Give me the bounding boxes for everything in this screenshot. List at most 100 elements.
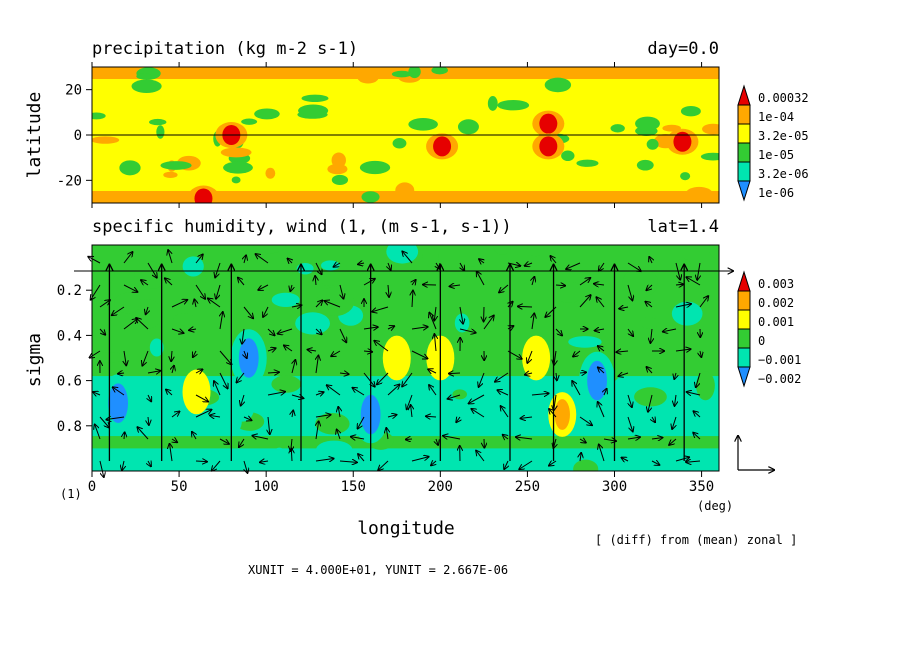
humidity-ytick-label: 0.4 xyxy=(57,328,82,344)
precip-patch xyxy=(610,124,625,133)
wind-arrow xyxy=(268,416,270,434)
humidity-patch xyxy=(696,371,715,401)
wind-arrow xyxy=(99,416,109,428)
wind-arrow xyxy=(599,262,605,271)
colorbar-label: 0.00032 xyxy=(758,91,809,105)
wind-arrow xyxy=(315,300,322,308)
wind-arrow xyxy=(580,453,581,462)
humidity-patch xyxy=(438,411,476,427)
wind-arrow xyxy=(616,351,629,352)
humidity-xtick-label: 0 xyxy=(88,479,96,495)
wind-arrow xyxy=(208,298,221,308)
wind-arrow xyxy=(220,312,223,330)
wind-arrow xyxy=(579,295,591,308)
wind-arrow xyxy=(171,328,183,333)
wind-arrow xyxy=(124,432,125,440)
precip-patch xyxy=(408,67,421,79)
wind-arrow xyxy=(219,372,228,388)
wind-arrow xyxy=(696,372,701,387)
wind-arrow xyxy=(627,437,640,439)
wind-arrow xyxy=(351,437,365,439)
wind-arrow xyxy=(315,262,322,274)
humidity-patch xyxy=(321,260,340,271)
wind-arrow xyxy=(278,328,293,334)
humidity-feature xyxy=(108,383,129,424)
precip-patch xyxy=(391,70,412,78)
wind-arrow xyxy=(516,437,533,439)
precip-feature xyxy=(433,136,452,157)
wind-arrow xyxy=(411,457,429,462)
wind-arrow xyxy=(142,350,149,366)
colorbar-label: −0.002 xyxy=(758,372,801,386)
precip-patch xyxy=(301,94,329,103)
precip-field xyxy=(92,67,719,203)
wind-arrow xyxy=(242,328,244,344)
wind-arrow xyxy=(387,385,399,396)
humidity-xtick-label: 250 xyxy=(515,479,540,495)
precip-patch xyxy=(497,99,530,111)
wind-arrow xyxy=(628,394,632,407)
wind-arrow xyxy=(148,416,149,425)
wind-arrow xyxy=(252,436,269,439)
precip-patch xyxy=(241,118,258,125)
wind-arrow xyxy=(598,346,605,351)
wind-arrow xyxy=(675,304,691,307)
wind-arrow xyxy=(554,350,556,365)
wind-arrow xyxy=(531,393,549,395)
wind-arrow xyxy=(334,263,341,267)
wind-arrow xyxy=(412,291,413,308)
wind-arrow xyxy=(316,421,319,440)
wind-arrow xyxy=(627,416,633,431)
wind-arrow xyxy=(699,296,708,308)
humidity-ytick-label: 0.2 xyxy=(57,283,82,299)
humidity-patch xyxy=(316,440,353,459)
precip-title: precipitation (kg m-2 s-1) xyxy=(92,39,358,59)
humidity-feature xyxy=(389,342,405,374)
wind-arrow xyxy=(315,276,316,286)
humidity-patch xyxy=(527,245,544,257)
precip-patch xyxy=(92,112,106,120)
precip-patch xyxy=(636,159,654,171)
wind-arrow xyxy=(532,313,534,330)
wind-arrow xyxy=(402,251,413,264)
wind-arrow xyxy=(686,277,701,286)
wind-arrow xyxy=(469,394,485,403)
precip-patch xyxy=(254,108,280,120)
wind-arrow xyxy=(504,460,508,469)
wind-arrow xyxy=(195,284,205,299)
wind-arrow xyxy=(195,394,208,402)
wind-arrow xyxy=(338,407,340,418)
wind-arrow xyxy=(402,372,413,386)
wind-arrow xyxy=(579,416,592,425)
wind-arrow xyxy=(194,299,196,308)
wind-arrow xyxy=(244,350,247,358)
wind-arrow xyxy=(429,385,437,396)
wind-vectors xyxy=(74,250,733,477)
wind-arrow xyxy=(99,460,104,477)
wind-arrow xyxy=(241,394,244,406)
wind-arrow xyxy=(123,284,137,292)
wind-arrow xyxy=(545,306,557,317)
precip-patch xyxy=(408,118,438,131)
wind-arrow xyxy=(497,390,509,396)
wind-arrow xyxy=(337,430,340,440)
wind-arrow xyxy=(555,285,565,286)
wind-arrow xyxy=(651,461,659,465)
wind-arrow xyxy=(292,411,293,418)
wind-arrow xyxy=(456,417,460,422)
wind-arrow xyxy=(519,460,533,469)
wind-arrow xyxy=(315,415,331,417)
wind-arrow xyxy=(137,427,149,440)
wind-arrow xyxy=(195,369,202,373)
precip-patch xyxy=(163,171,178,178)
precip-patch xyxy=(576,159,599,167)
wind-arrow xyxy=(598,402,605,418)
wind-arrow xyxy=(290,284,292,291)
wind-arrow xyxy=(291,305,301,307)
wind-arrow xyxy=(315,459,334,461)
wind-arrow xyxy=(189,329,197,330)
humidity-patch xyxy=(182,256,204,277)
wind-arrow xyxy=(479,372,485,387)
humidity-xtick-label: 100 xyxy=(254,479,279,495)
